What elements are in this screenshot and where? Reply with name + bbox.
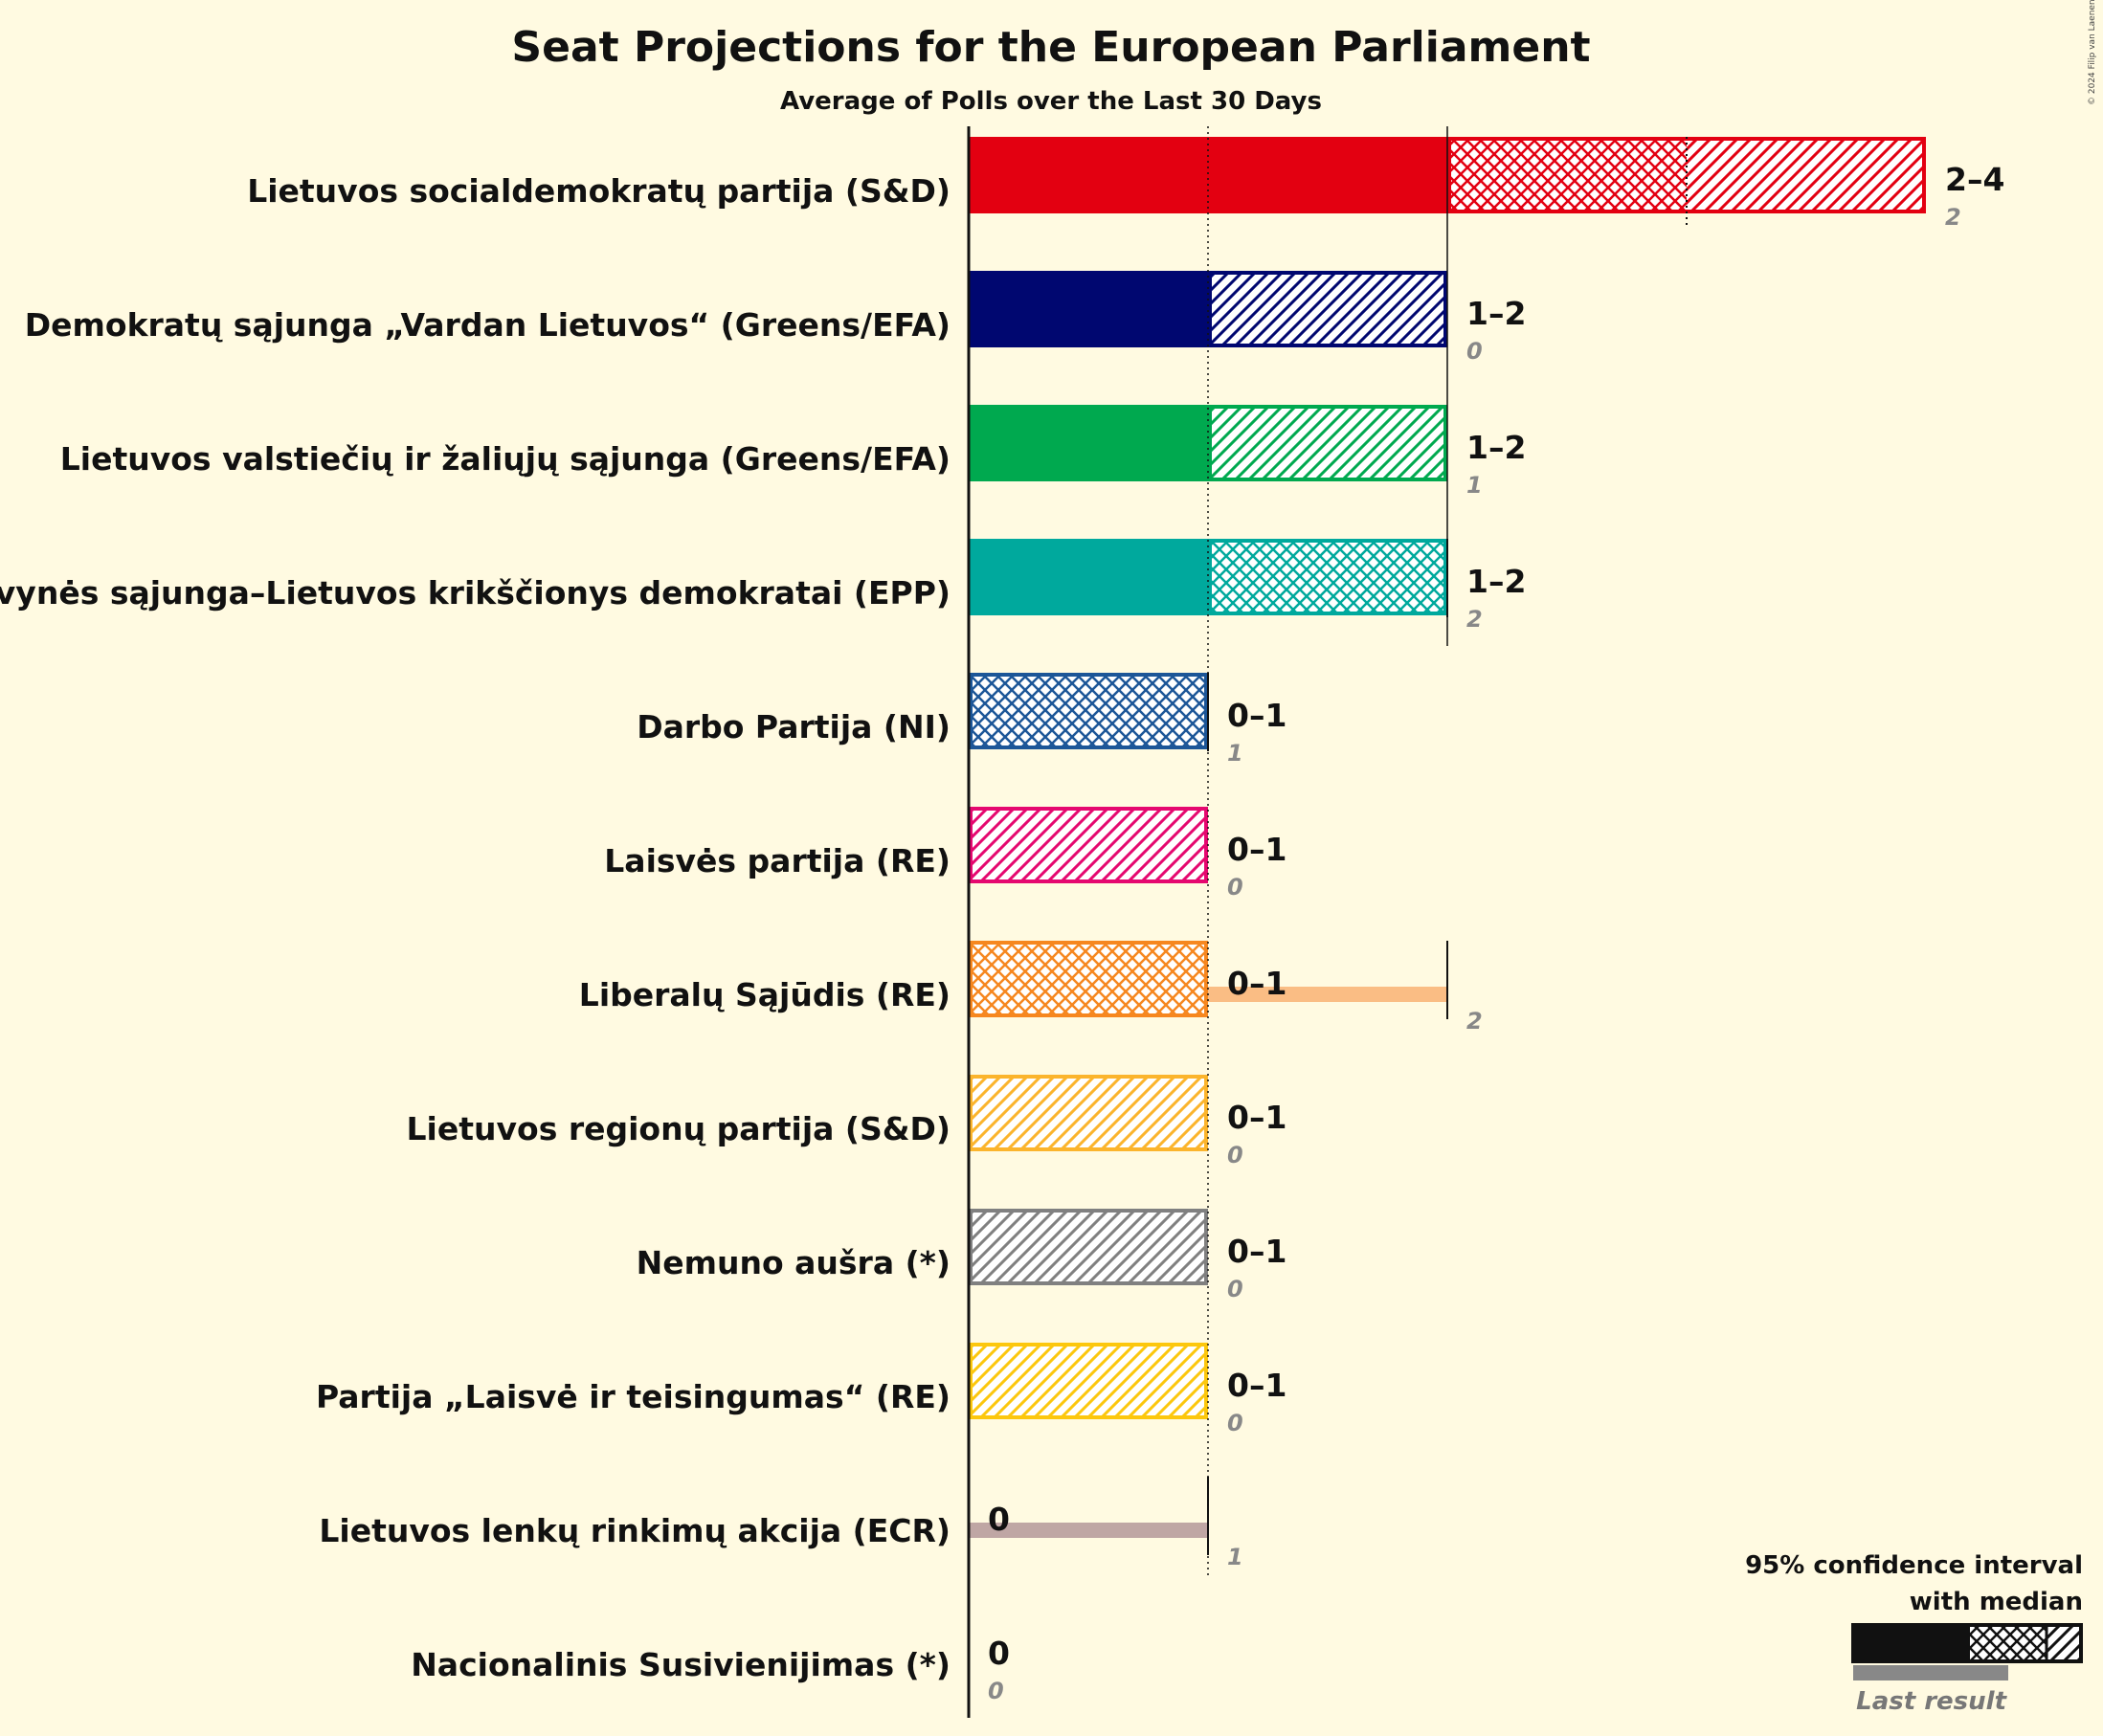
legend-median-label: with median	[1910, 1588, 2083, 1616]
party-row: Lietuvos socialdemokratų partija (S&D) 2–…	[247, 137, 2004, 231]
party-row: Demokratų sąjunga „Vardan Lietuvos“ (Gre…	[25, 271, 1526, 365]
seat-range-label: 0–1	[1227, 831, 1286, 868]
ci-outer-bar	[969, 1075, 1208, 1151]
party-row: Tėvynės sąjunga–Lietuvos krikščionys dem…	[0, 539, 1526, 633]
seat-range-label: 0–1	[1227, 1099, 1286, 1136]
last-result-label: 1	[1227, 1544, 1243, 1570]
ci-outer-bar	[969, 1209, 1208, 1285]
party-label: Nacionalinis Susivienijimas (*)	[411, 1646, 951, 1683]
copyright-note: © 2024 Filip van Laenen	[2088, 0, 2097, 105]
ci-outer-bar	[1208, 405, 1447, 481]
last-result-label: 2	[1945, 204, 1961, 231]
ci-outer-bar	[1687, 137, 1926, 213]
last-result-bar	[969, 1523, 1208, 1538]
last-result-label: 1	[1466, 472, 1483, 499]
seat-range-label: 0–1	[1227, 697, 1286, 734]
last-result-label: 0	[1227, 1276, 1243, 1302]
ci-inner-bar	[969, 941, 1208, 1017]
legend-last-result-swatch	[1853, 1665, 2008, 1680]
ci-outline	[1208, 271, 1447, 347]
party-label: Lietuvos regionų partija (S&D)	[407, 1110, 951, 1147]
legend-last-result-label: Last result	[1856, 1687, 2007, 1716]
party-row: Lietuvos regionų partija (S&D) 0–1 0	[407, 1075, 1286, 1168]
seat-range-label: 1–2	[1466, 563, 1526, 600]
ci-outline	[969, 1209, 1208, 1285]
legend-outline	[1966, 1623, 2083, 1663]
seat-range-label: 0–1	[1227, 965, 1286, 1002]
party-row: Laisvės partija (RE) 0–1 0	[604, 807, 1286, 901]
legend-solid-swatch	[1851, 1623, 1968, 1663]
last-result-label: 1	[1227, 740, 1243, 767]
seat-range-label: 0–1	[1227, 1367, 1286, 1404]
seat-range-label: 2–4	[1945, 161, 2004, 198]
ci-outline	[1208, 405, 1447, 481]
ci-outline	[969, 807, 1208, 883]
party-label: Demokratų sąjunga „Vardan Lietuvos“ (Gre…	[25, 306, 951, 344]
party-row: Lietuvos lenkų rinkimų akcija (ECR) 0 1	[319, 1477, 1243, 1570]
party-label: Partija „Laisvė ir teisingumas“ (RE)	[316, 1378, 951, 1415]
party-label: Lietuvos lenkų rinkimų akcija (ECR)	[319, 1512, 951, 1549]
party-label: Laisvės partija (RE)	[604, 842, 951, 879]
seat-range-label: 0	[988, 1635, 1010, 1672]
ci-outline	[1208, 539, 1447, 615]
party-label: Darbo Partija (NI)	[637, 708, 951, 746]
party-row: Liberalų Sąjūdis (RE) 0–1 2	[579, 941, 1483, 1035]
last-result-label: 2	[1466, 606, 1483, 633]
legend-outer-swatch	[2047, 1623, 2083, 1663]
ci-outer-bar	[969, 807, 1208, 883]
seat-range-label: 1–2	[1466, 295, 1526, 332]
last-result-label: 0	[1227, 1410, 1243, 1436]
ci-outline	[969, 673, 1208, 749]
party-row: Darbo Partija (NI) 0–1 1	[637, 673, 1286, 767]
ci-inner-bar	[1447, 137, 1687, 213]
party-label: Lietuvos socialdemokratų partija (S&D)	[247, 172, 951, 210]
last-result-label: 2	[1466, 1008, 1483, 1035]
ci-solid-bar	[969, 405, 1208, 481]
seat-range-label: 1–2	[1466, 429, 1526, 466]
party-row: Nacionalinis Susivienijimas (*) 0 0	[411, 1635, 1010, 1704]
ci-outline	[969, 1343, 1208, 1419]
chart-title: Seat Projections for the European Parlia…	[511, 23, 1590, 72]
last-result-label: 0	[1227, 1142, 1243, 1168]
last-result-label: 0	[1466, 338, 1483, 365]
seat-range-label: 0–1	[1227, 1233, 1286, 1270]
party-label: Lietuvos valstiečių ir žaliųjų sąjunga (…	[60, 440, 951, 478]
ci-solid-bar	[969, 539, 1208, 615]
ci-outer-bar	[1208, 271, 1447, 347]
ci-inner-bar	[969, 673, 1208, 749]
legend-inner-swatch	[1968, 1623, 2047, 1663]
ci-inner-bar	[1208, 539, 1447, 615]
ci-outline	[969, 941, 1208, 1017]
legend-ci-label: 95% confidence interval	[1745, 1551, 2083, 1580]
ci-solid-bar	[969, 271, 1208, 347]
ci-outer-bar	[969, 1343, 1208, 1419]
chart-subtitle: Average of Polls over the Last 30 Days	[780, 87, 1322, 116]
last-result-label: 0	[1227, 874, 1243, 901]
party-label: Liberalų Sąjūdis (RE)	[579, 976, 951, 1013]
last-result-label: 0	[988, 1678, 1004, 1704]
party-label: Tėvynės sąjunga–Lietuvos krikščionys dem…	[0, 574, 951, 612]
ci-outline	[969, 1075, 1208, 1151]
party-row: Nemuno aušra (*) 0–1 0	[637, 1209, 1286, 1302]
party-row: Partija „Laisvė ir teisingumas“ (RE) 0–1 0	[316, 1343, 1286, 1436]
seat-range-label: 0	[988, 1501, 1010, 1538]
party-row: Lietuvos valstiečių ir žaliųjų sąjunga (…	[60, 405, 1526, 499]
party-label: Nemuno aušra (*)	[637, 1244, 951, 1281]
legend: 95% confidence interval with median Last…	[1745, 1551, 2083, 1716]
